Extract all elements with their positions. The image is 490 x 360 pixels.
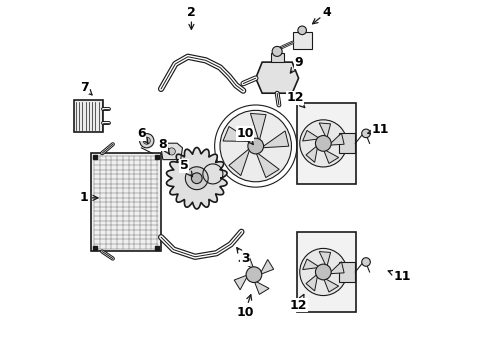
Polygon shape (329, 262, 344, 274)
Circle shape (246, 267, 262, 283)
Text: 8: 8 (159, 138, 170, 154)
Circle shape (316, 135, 331, 151)
Circle shape (298, 26, 306, 35)
Polygon shape (319, 123, 331, 139)
Polygon shape (293, 32, 312, 49)
Polygon shape (229, 148, 250, 176)
Polygon shape (260, 260, 274, 275)
Circle shape (185, 167, 208, 190)
Polygon shape (297, 232, 356, 312)
Polygon shape (223, 126, 252, 141)
Polygon shape (339, 262, 355, 282)
Polygon shape (323, 278, 339, 292)
Circle shape (192, 173, 202, 184)
Circle shape (220, 111, 292, 182)
Polygon shape (256, 62, 298, 93)
Text: 1: 1 (80, 192, 98, 204)
Polygon shape (161, 143, 182, 159)
Circle shape (140, 134, 154, 148)
Polygon shape (74, 100, 103, 132)
Text: 12: 12 (286, 91, 305, 108)
Text: 11: 11 (368, 123, 390, 136)
Circle shape (248, 138, 264, 154)
Text: 10: 10 (236, 295, 254, 319)
Polygon shape (234, 275, 248, 290)
Polygon shape (254, 280, 269, 294)
Polygon shape (239, 255, 254, 269)
Polygon shape (319, 252, 331, 267)
Circle shape (168, 148, 175, 155)
Polygon shape (256, 152, 279, 177)
Polygon shape (339, 134, 355, 153)
Text: 10: 10 (236, 127, 254, 144)
Text: 6: 6 (137, 127, 148, 143)
Polygon shape (261, 131, 289, 148)
Polygon shape (92, 153, 161, 251)
Polygon shape (297, 103, 356, 184)
Text: 2: 2 (187, 6, 196, 30)
Polygon shape (303, 130, 320, 141)
Circle shape (316, 264, 331, 280)
Text: 9: 9 (291, 55, 303, 73)
Text: 5: 5 (180, 159, 193, 177)
Polygon shape (306, 145, 318, 162)
Polygon shape (303, 259, 320, 270)
Circle shape (143, 137, 150, 144)
Polygon shape (167, 148, 227, 209)
Text: 11: 11 (388, 270, 411, 283)
Polygon shape (270, 53, 284, 62)
Circle shape (300, 248, 347, 296)
Circle shape (362, 129, 370, 138)
Circle shape (362, 258, 370, 266)
Polygon shape (323, 149, 339, 163)
Text: 7: 7 (80, 81, 92, 95)
Circle shape (272, 46, 282, 57)
Text: 4: 4 (313, 6, 332, 24)
Polygon shape (329, 133, 344, 145)
Polygon shape (250, 113, 266, 141)
Polygon shape (306, 274, 318, 291)
Text: 3: 3 (237, 248, 249, 265)
Text: 12: 12 (290, 294, 307, 311)
Circle shape (300, 120, 347, 167)
